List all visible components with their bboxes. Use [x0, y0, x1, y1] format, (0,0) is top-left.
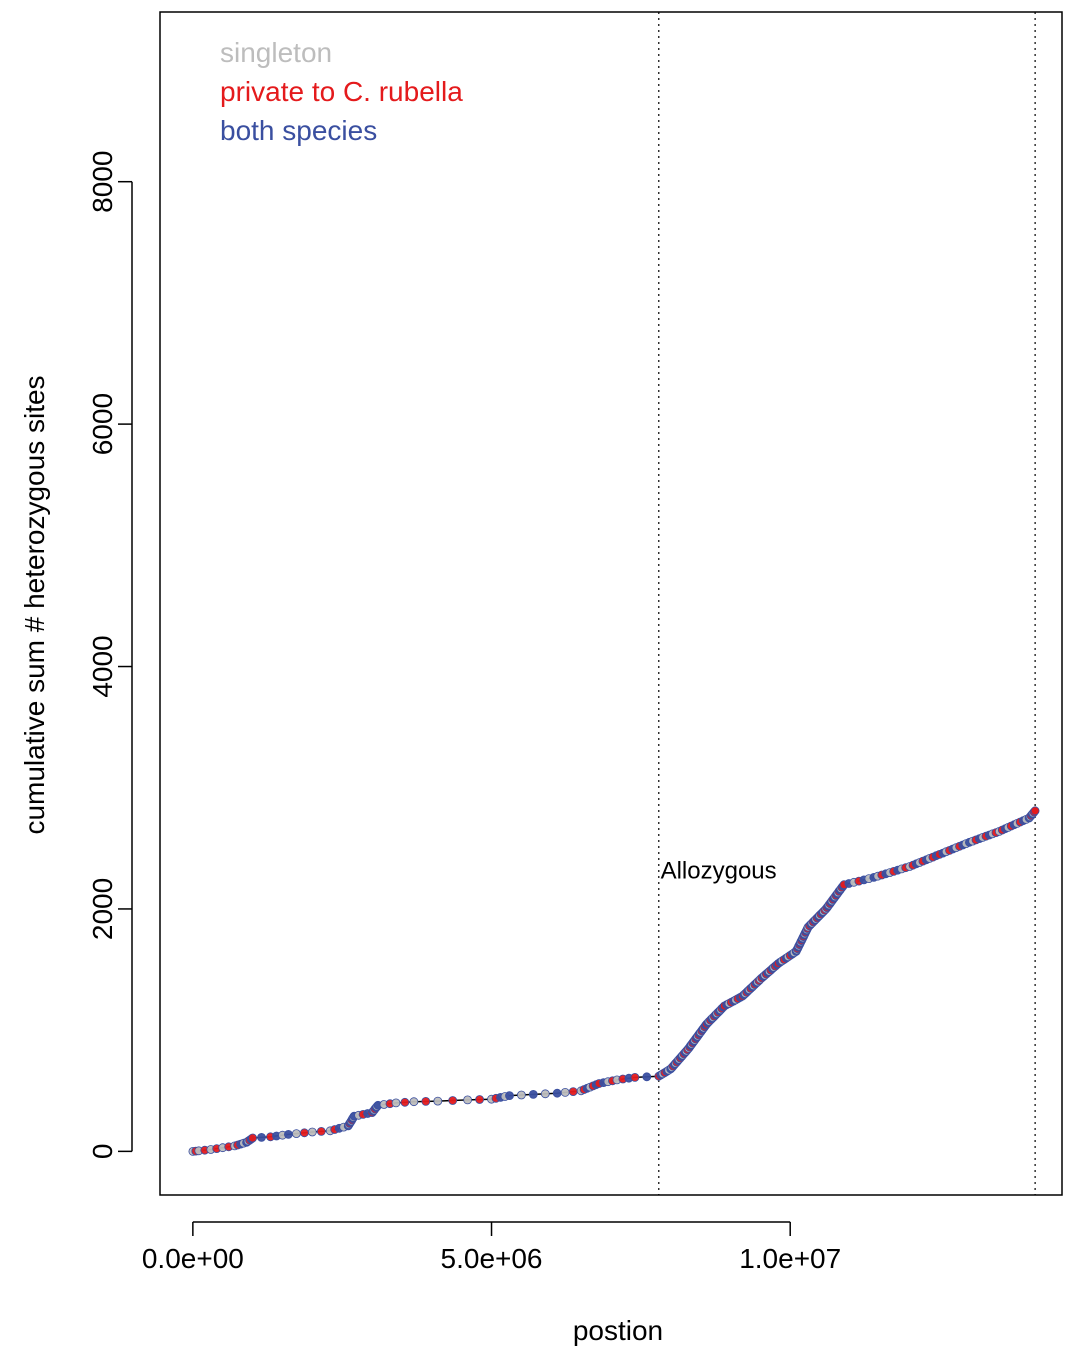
y-tick-label: 6000: [87, 393, 118, 455]
y-tick-label: 4000: [87, 635, 118, 697]
x-tick-label: 1.0e+07: [739, 1243, 841, 1274]
data-point: [400, 1097, 410, 1107]
data-point: [316, 1127, 326, 1136]
x-axis: 0.0e+00 5.0e+06 1.0e+07: [142, 1221, 841, 1274]
data-point: [391, 1098, 401, 1108]
data-point: [552, 1088, 562, 1098]
data-point: [433, 1096, 443, 1106]
data-point: [283, 1130, 293, 1139]
data-point: [517, 1090, 526, 1100]
data-point: [291, 1129, 301, 1138]
data-point: [568, 1087, 578, 1096]
x-tick-label: 5.0e+06: [441, 1243, 543, 1274]
y-tick-label: 2000: [87, 878, 118, 940]
data-point: [540, 1089, 550, 1099]
data-point: [448, 1096, 458, 1105]
data-point: [257, 1133, 266, 1142]
data-point: [463, 1095, 473, 1105]
data-point: [307, 1127, 317, 1137]
data-point: [630, 1073, 640, 1082]
legend-entry: private to C. rubella: [220, 76, 463, 107]
y-tick-label: 0: [87, 1144, 118, 1160]
x-tick-label: 0.0e+00: [142, 1243, 244, 1274]
y-tick-label: 8000: [87, 151, 118, 213]
plot-frame: [159, 11, 1063, 1196]
x-axis-label: postion: [573, 1315, 663, 1346]
data-point: [475, 1095, 485, 1104]
y-axis: 0 2000 4000 6000 8000: [87, 151, 133, 1160]
annotation-label: Allozygous: [661, 858, 777, 885]
legend-entry: both species: [220, 115, 377, 146]
data-point: [560, 1088, 570, 1097]
reference-lines: [658, 12, 1036, 1195]
series-layer: [188, 806, 1040, 1156]
legend-entry: singleton: [220, 37, 332, 68]
annotations: Allozygous: [661, 858, 777, 885]
data-point: [505, 1091, 514, 1100]
y-axis-label: cumulative sum # heterozygous sites: [19, 375, 50, 834]
series-line: [192, 810, 1036, 1153]
data-point: [299, 1128, 309, 1138]
data-point: [1030, 806, 1040, 816]
data-point: [421, 1097, 431, 1106]
data-point: [528, 1090, 538, 1099]
data-point: [248, 1133, 258, 1143]
data-point: [642, 1072, 652, 1082]
data-point: [409, 1097, 419, 1107]
legend: singleton private to C. rubella both speci…: [220, 37, 463, 146]
